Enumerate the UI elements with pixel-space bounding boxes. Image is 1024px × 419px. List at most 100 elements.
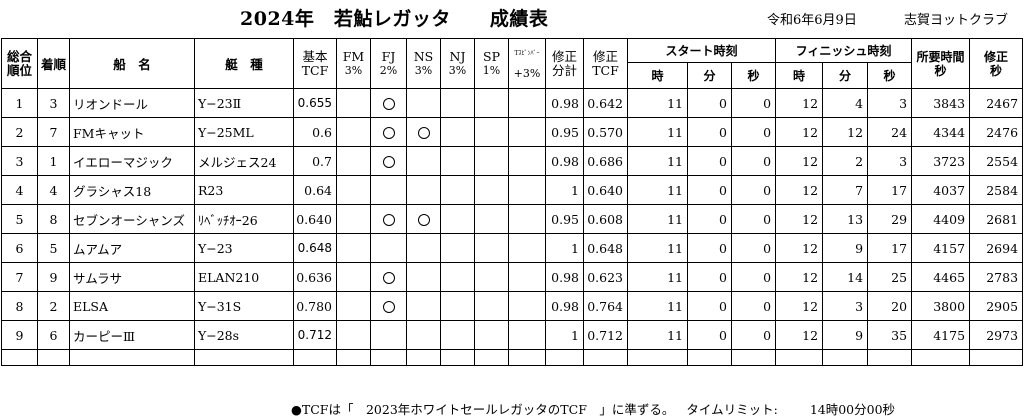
header-start-second: 秒 (730, 62, 777, 89)
cell-nj (440, 233, 475, 263)
cell-finish-second: 20 (867, 291, 913, 321)
cell-start-hour: 11 (627, 262, 688, 292)
cell-boat-name: グラシャス18 (69, 175, 195, 205)
header-finish-minute: 分 (822, 62, 869, 89)
table-row: 5 8 セブンオーシャンズ ﾘﾍﾞｯﾁｵｰ26 0.640 0.95 0.608 11 0 0 12… (1, 204, 1024, 234)
header-finish-hour: 時 (775, 62, 824, 89)
cell-start-second: 0 (730, 291, 777, 321)
cell-ns (406, 146, 441, 176)
cell-finish-second: 35 (867, 320, 913, 350)
empty-cell (37, 349, 70, 366)
club-name: 志賀ヨットクラブ (904, 13, 1009, 28)
circle-mark-icon (382, 272, 395, 284)
header-overall-rank: 総合 順位 (1, 38, 38, 89)
cell-corrected-seconds: 2584 (969, 175, 1024, 205)
cell-sp (474, 117, 509, 147)
cell-start-hour: 11 (627, 320, 688, 350)
cell-fm (336, 233, 371, 263)
cell-finish-minute: 3 (822, 291, 869, 321)
cell-finish-minute: 4 (822, 88, 869, 118)
cell-start-second: 0 (730, 233, 777, 263)
cell-corrected-tcf: 0.640 (583, 175, 628, 205)
cell-start-minute: 0 (687, 88, 732, 118)
cell-fm (336, 291, 371, 321)
cell-overall-rank: 6 (1, 233, 38, 263)
cell-base-tcf: 0.780 (293, 291, 337, 321)
table-row: 2 7 FMキャット Y−25ML 0.6 0.95 0.570 11 0 0 12 12 24 4344… (1, 117, 1024, 147)
empty-cell (194, 349, 294, 366)
empty-cell (1, 349, 38, 366)
cell-finish-minute: 9 (822, 320, 869, 350)
cell-fm (336, 204, 371, 234)
empty-cell (583, 349, 628, 366)
cell-ns (406, 117, 441, 147)
circle-mark-icon (382, 156, 395, 168)
empty-cell (969, 349, 1024, 366)
cell-finish-second: 17 (867, 233, 913, 263)
cell-base-tcf: 0.7 (293, 146, 337, 176)
cell-sp (474, 291, 509, 321)
empty-cell (627, 349, 688, 366)
cell-ns (406, 204, 441, 234)
header-finish-order: 着順 (37, 38, 70, 89)
cell-finish-minute: 12 (822, 117, 869, 147)
empty-cell (545, 349, 584, 366)
cell-start-minute: 0 (687, 262, 732, 292)
cell-fj (370, 291, 407, 321)
cell-corrected-total: 1 (545, 175, 584, 205)
header-corrected-total: 修正 分計 (545, 38, 584, 89)
cell-start-hour: 11 (627, 233, 688, 263)
cell-finish-minute: 9 (822, 233, 869, 263)
cell-boat-class: Y−31S (194, 291, 294, 321)
cell-base-tcf: 0.640 (293, 204, 337, 234)
cell-t-spin (508, 204, 546, 234)
cell-sp (474, 175, 509, 205)
table-row: 8 2 ELSA Y−31S 0.780 0.98 0.764 11 0 0 12 3 20 3800 29… (1, 291, 1024, 321)
cell-boat-name: リオンドール (69, 88, 195, 118)
cell-overall-rank: 8 (1, 291, 38, 321)
cell-start-hour: 11 (627, 88, 688, 118)
cell-corrected-tcf: 0.686 (583, 146, 628, 176)
cell-fj (370, 175, 407, 205)
cell-start-hour: 11 (627, 175, 688, 205)
cell-start-second: 0 (730, 117, 777, 147)
cell-nj (440, 88, 475, 118)
header-start-minute: 分 (687, 62, 732, 89)
cell-start-minute: 0 (687, 204, 732, 234)
cell-nj (440, 204, 475, 234)
cell-boat-name: FMキャット (69, 117, 195, 147)
cell-finish-minute: 2 (822, 146, 869, 176)
cell-start-minute: 0 (687, 146, 732, 176)
cell-t-spin (508, 233, 546, 263)
header-start-hour: 時 (627, 62, 688, 89)
table-row: 6 5 ムアムア Y−23 0.648 1 0.648 11 0 0 12 9 17 4157 2694 (1, 233, 1024, 263)
empty-cell (911, 349, 971, 366)
cell-ns (406, 291, 441, 321)
cell-t-spin (508, 146, 546, 176)
table-row: 9 6 カーピーⅢ Y−28s 0.712 1 0.712 11 0 0 12 9 35 4175 2973 (1, 320, 1024, 350)
cell-fj (370, 146, 407, 176)
table-row: 1 3 リオンドール Y−23Ⅱ 0.655 0.98 0.642 11 0 0 12 4 3 3843 2… (1, 88, 1024, 118)
header-finish-time: フィニッシュ時刻 (775, 38, 913, 63)
cell-fj (370, 262, 407, 292)
circle-mark-icon (382, 127, 395, 139)
cell-finish-order: 4 (37, 175, 70, 205)
cell-nj (440, 146, 475, 176)
cell-corrected-seconds: 2554 (969, 146, 1024, 176)
cell-finish-hour: 12 (775, 233, 824, 263)
cell-start-second: 0 (730, 204, 777, 234)
cell-elapsed: 4465 (911, 262, 971, 292)
cell-corrected-seconds: 2783 (969, 262, 1024, 292)
cell-t-spin (508, 88, 546, 118)
cell-base-tcf: 0.712 (293, 320, 337, 350)
cell-sp (474, 204, 509, 234)
cell-fj (370, 320, 407, 350)
cell-overall-rank: 1 (1, 88, 38, 118)
cell-finish-order: 8 (37, 204, 70, 234)
cell-start-second: 0 (730, 175, 777, 205)
cell-elapsed: 4037 (911, 175, 971, 205)
cell-finish-minute: 7 (822, 175, 869, 205)
table-row: 4 4 グラシャス18 R23 0.64 1 0.640 11 0 0 12 7 17 4037 2584 (1, 175, 1024, 205)
cell-fm (336, 88, 371, 118)
cell-nj (440, 320, 475, 350)
